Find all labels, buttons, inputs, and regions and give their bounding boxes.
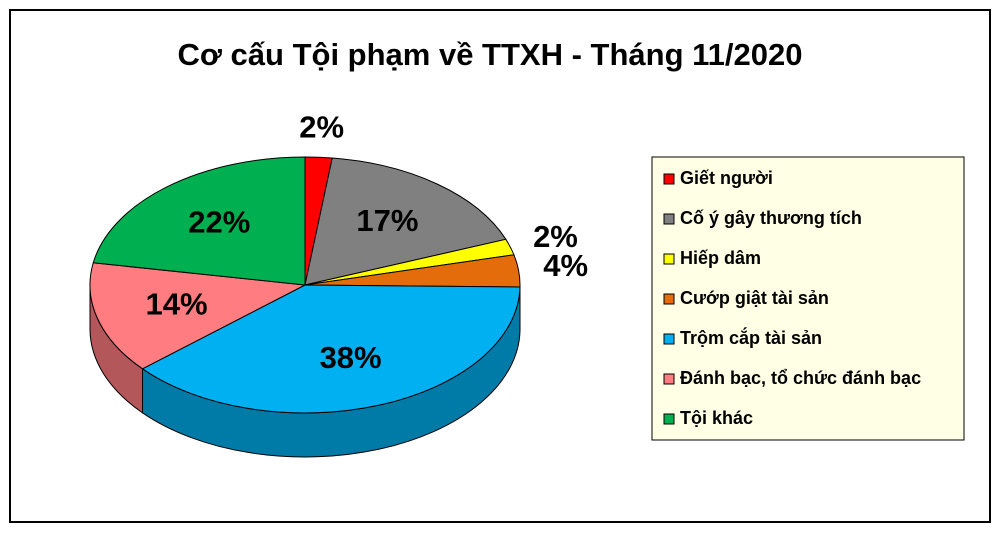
legend-label: Hiếp dâm	[680, 248, 761, 268]
data-label: 2%	[299, 109, 344, 144]
legend-box	[651, 156, 965, 441]
slice	[141, 284, 521, 414]
data-label: 17%	[356, 203, 418, 238]
legend-swatch	[663, 413, 675, 425]
data-label: 4%	[543, 248, 588, 283]
data-label: 38%	[320, 340, 382, 375]
legend-label: Cướp giật tài sản	[680, 288, 829, 308]
legend-label: Tội khác	[680, 408, 753, 428]
legend-label: Trộm cắp tài sản	[680, 327, 822, 348]
legend-swatch	[663, 373, 675, 385]
slice	[304, 157, 507, 286]
slice	[92, 156, 306, 286]
legend-swatch	[663, 333, 675, 345]
legend-swatch	[663, 213, 675, 225]
data-label: 22%	[188, 204, 250, 239]
legend-swatch	[663, 253, 675, 265]
data-label: 14%	[145, 286, 207, 321]
chart-title: Cơ cấu Tội phạm về TTXH - Tháng 11/2020	[178, 37, 803, 72]
legend-label: Giết người	[680, 168, 773, 188]
legend-swatch	[663, 173, 675, 185]
legend-swatch	[663, 293, 675, 305]
data-label: 2%	[533, 219, 578, 254]
slice	[89, 262, 307, 370]
legend-label: Cố ý gây thương tích	[680, 208, 862, 228]
legend-label: Đánh bạc, tổ chức đánh bạc	[680, 368, 921, 388]
